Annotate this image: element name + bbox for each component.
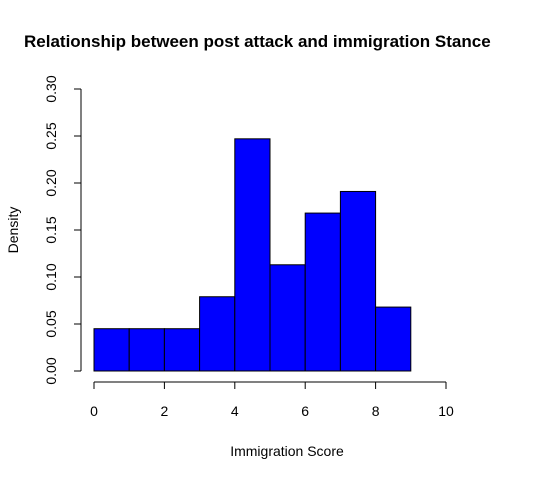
- histogram-bar-7: [339, 190, 377, 372]
- histogram-bar-8: [375, 306, 412, 372]
- y-tick-label-3: 0.15: [43, 216, 59, 243]
- histogram-bar-2: [163, 328, 201, 372]
- y-axis-label: Density: [5, 207, 21, 254]
- x-tick-label-0: 0: [90, 403, 98, 419]
- y-tick-label-0: 0.00: [43, 357, 59, 384]
- y-tick-label-2: 0.10: [43, 263, 59, 290]
- histogram-bar-0: [93, 328, 130, 372]
- y-tick-label-5: 0.25: [43, 122, 59, 149]
- x-tick-label-2: 4: [231, 403, 239, 419]
- histogram-bar-6: [304, 212, 341, 372]
- x-axis-ticks: 0 2 4 6 8 10: [90, 382, 454, 419]
- x-axis-label: Immigration Score: [230, 443, 344, 459]
- x-tick-label-4: 8: [372, 403, 380, 419]
- y-tick-label-1: 0.05: [43, 310, 59, 337]
- x-tick-label-1: 2: [161, 403, 169, 419]
- x-tick-label-5: 10: [438, 403, 454, 419]
- histogram-bar-3: [199, 296, 236, 372]
- histogram-bar-4: [234, 138, 271, 372]
- histogram-bar-5: [269, 264, 306, 372]
- y-axis-ticks: 0.00 0.05 0.10 0.15 0.20 0.25 0.30: [43, 75, 81, 385]
- y-tick-label-4: 0.20: [43, 169, 59, 196]
- y-tick-label-6: 0.30: [43, 75, 59, 102]
- x-tick-label-3: 6: [301, 403, 309, 419]
- histogram-bar-1: [128, 328, 165, 372]
- histogram-bars: [93, 138, 412, 372]
- chart-title: Relationship between post attack and imm…: [24, 32, 491, 51]
